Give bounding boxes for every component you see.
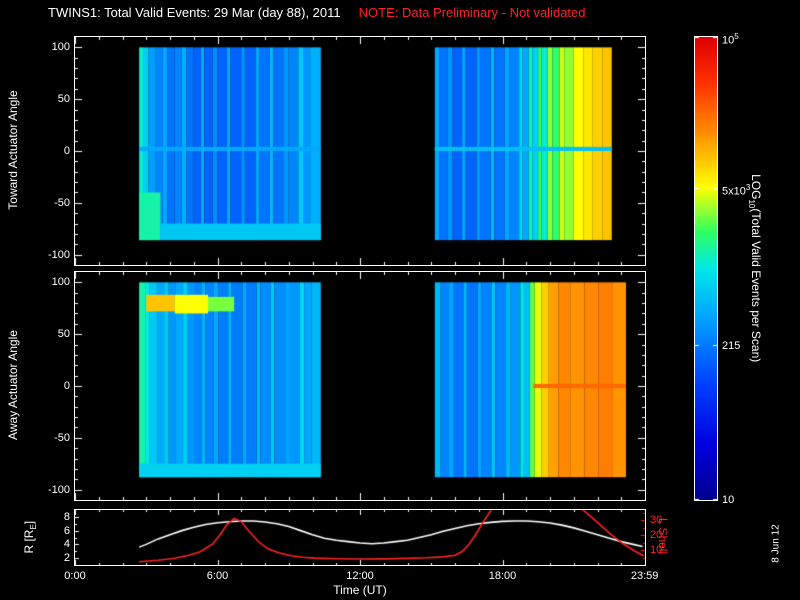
colorbar-tick-base: 215: [722, 339, 741, 352]
colorbar-tick-base: 10: [722, 34, 735, 47]
y-tick-label: -50: [54, 196, 70, 209]
time-axis-title: Time (UT): [333, 583, 387, 597]
x-tick-label: 12:00: [346, 570, 374, 582]
date-stamp: 8 Jun 12: [770, 524, 782, 563]
colorbar-title-base: LOG: [749, 174, 764, 200]
colorbar-canvas: [695, 37, 717, 500]
figure-title: TWINS1: Total Valid Events: 29 Mar (day …: [48, 5, 586, 20]
title-main: TWINS1: Total Valid Events: 29 Mar (day …: [48, 5, 341, 20]
x-tick-label: 0:00: [64, 570, 86, 582]
y-tick-label: -100: [47, 483, 70, 496]
away-axis-title: Away Actuator Angle: [6, 330, 20, 440]
colorbar-tick-label: 5x103: [722, 181, 750, 199]
colorbar: [694, 36, 718, 501]
colorbar-title: LOG10(Total Valid Events per Scan): [747, 108, 763, 428]
r-axis-title-close: ]: [21, 520, 36, 525]
toward-heatmap-canvas: [75, 37, 645, 265]
y-tick-label: 50: [57, 328, 70, 341]
orbit-curves-canvas: [75, 510, 645, 565]
colorbar-tick-label: 105: [722, 30, 739, 48]
r-tick-label: 8: [63, 510, 70, 523]
colorbar-tick-base: 10: [722, 494, 735, 506]
x-tick-label: 6:00: [206, 570, 229, 582]
colorbar-tick-label: 10: [722, 493, 734, 507]
away-heatmap-canvas: [75, 272, 645, 500]
colorbar-tick-exponent: 5: [734, 32, 739, 41]
toward-heatmap-panel: [74, 36, 646, 266]
r-axis-title: R [RE]: [22, 487, 38, 587]
lshell-tick-label: 30: [650, 514, 663, 527]
away-heatmap-panel: [74, 271, 646, 501]
y-tick-label: 100: [51, 276, 70, 289]
colorbar-tick-exponent: 3: [745, 182, 751, 192]
x-tick-label: 23:59: [630, 570, 659, 582]
toward-axis-title: Toward Actuator Angle: [6, 90, 20, 210]
title-note: NOTE: Data Preliminary - Not validated: [358, 5, 586, 20]
y-tick-label: 0: [63, 380, 70, 392]
y-tick-label: 100: [51, 41, 70, 54]
r-tick-label: 2: [63, 552, 70, 565]
x-tick-label: 18:00: [488, 570, 517, 582]
r-tick-label: 4: [63, 538, 70, 551]
lshell-tick-label: 10: [650, 544, 663, 556]
y-tick-label: -100: [47, 248, 70, 261]
r-axis-title-base: R [R: [21, 529, 36, 554]
y-tick-label: 50: [57, 93, 70, 106]
lshell-tick-label: 20: [650, 529, 663, 542]
colorbar-tick-label: 215: [722, 339, 740, 353]
orbit-panel: [74, 509, 646, 566]
y-tick-label: 0: [63, 145, 70, 157]
colorbar-title-rest: (Total Valid Events per Scan): [749, 208, 764, 363]
colorbar-title-sub: 10: [746, 199, 756, 209]
r-tick-label: 6: [63, 524, 70, 537]
r-axis-title-sub: E: [29, 524, 39, 530]
y-tick-label: -50: [54, 431, 70, 444]
colorbar-tick-base: 5x10: [722, 185, 746, 198]
